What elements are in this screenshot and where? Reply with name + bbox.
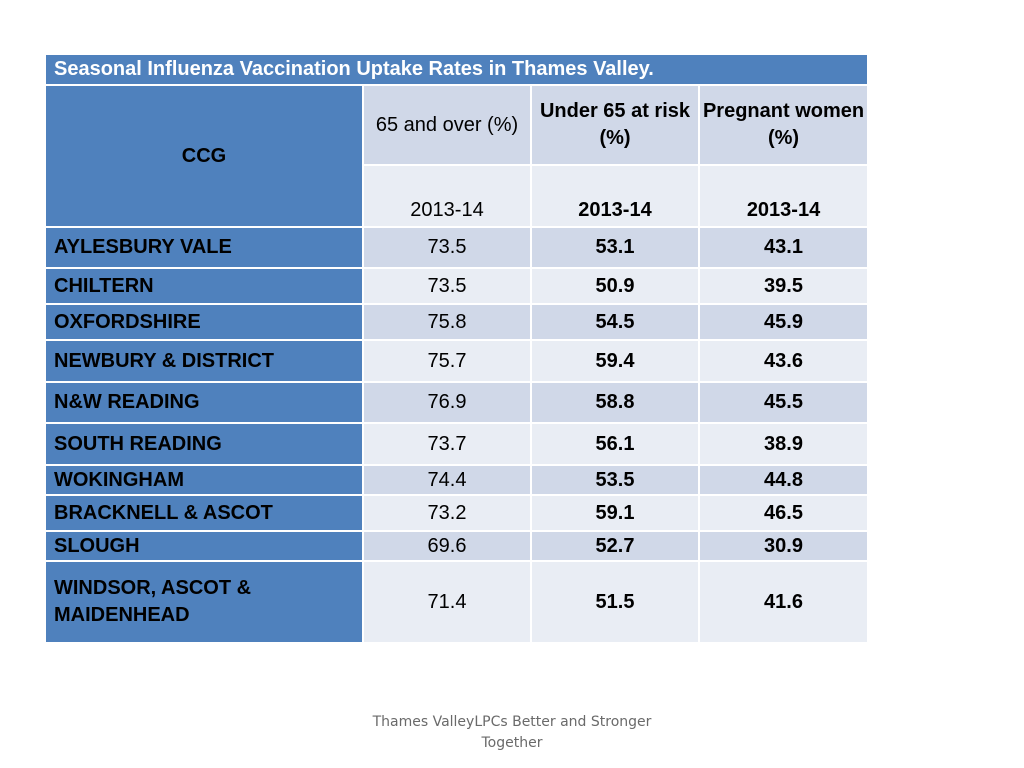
table-row: NEWBURY & DISTRICT 75.7 59.4 43.6: [44, 339, 870, 383]
table-row: AYLESBURY VALE 73.5 53.1 43.1: [44, 226, 870, 269]
value-65-and-over: 73.5: [362, 226, 532, 269]
value-under-65-at-risk: 56.1: [530, 422, 700, 466]
value-pregnant-women: 43.6: [697, 339, 870, 383]
table-row: SLOUGH 69.6 52.7 30.9: [44, 530, 870, 562]
value-under-65-at-risk: 59.1: [530, 494, 700, 532]
header-row: CCG 65 and over (%) Under 65 at risk (%)…: [44, 84, 870, 228]
column-header-under-65-at-risk: Under 65 at risk (%): [530, 84, 700, 166]
table-row: N&W READING 76.9 58.8 45.5: [44, 381, 870, 424]
table-row: CHILTERN 73.5 50.9 39.5: [44, 267, 870, 305]
value-pregnant-women: 46.5: [697, 494, 870, 532]
value-under-65-at-risk: 52.7: [530, 530, 700, 562]
value-65-and-over: 73.7: [362, 422, 532, 466]
ccg-name-cell: BRACKNELL & ASCOT: [44, 494, 364, 532]
ccg-name-cell: SOUTH READING: [44, 422, 364, 466]
value-under-65-at-risk: 50.9: [530, 267, 700, 305]
year-header-65-and-over: 2013-14: [362, 164, 532, 228]
footer-text: Thames ValleyLPCs Better and Stronger To…: [372, 714, 652, 751]
value-under-65-at-risk: 53.5: [530, 464, 700, 496]
value-under-65-at-risk: 54.5: [530, 303, 700, 341]
value-65-and-over: 76.9: [362, 381, 532, 424]
value-65-and-over: 74.4: [362, 464, 532, 496]
value-65-and-over: 73.2: [362, 494, 532, 532]
value-65-and-over: 75.7: [362, 339, 532, 383]
value-pregnant-women: 39.5: [697, 267, 870, 305]
ccg-name-cell: OXFORDSHIRE: [44, 303, 364, 341]
value-pregnant-women: 45.9: [697, 303, 870, 341]
table-row: WOKINGHAM 74.4 53.5 44.8: [44, 464, 870, 496]
year-header-under-65-at-risk: 2013-14: [530, 164, 700, 228]
ccg-name-cell: N&W READING: [44, 381, 364, 424]
table-title: Seasonal Influenza Vaccination Uptake Ra…: [43, 53, 870, 86]
table-row: SOUTH READING 73.7 56.1 38.9: [44, 422, 870, 466]
table-body: AYLESBURY VALE 73.5 53.1 43.1 CHILTERN 73.5 50…: [44, 226, 870, 644]
column-header-pregnant-women: Pregnant women (%): [697, 84, 870, 166]
ccg-name-cell: SLOUGH: [44, 530, 364, 562]
value-under-65-at-risk: 51.5: [530, 560, 700, 644]
table-row: WINDSOR, ASCOT & MAIDENHEAD 71.4 51.5 41.6: [44, 560, 870, 644]
table-row: BRACKNELL & ASCOT 73.2 59.1 46.5: [44, 494, 870, 532]
title-row: Seasonal Influenza Vaccination Uptake Ra…: [43, 53, 870, 86]
value-under-65-at-risk: 53.1: [530, 226, 700, 269]
value-pregnant-women: 30.9: [697, 530, 870, 562]
value-65-and-over: 71.4: [362, 560, 532, 644]
year-header-pregnant-women: 2013-14: [697, 164, 870, 228]
value-65-and-over: 73.5: [362, 267, 532, 305]
ccg-name-cell: AYLESBURY VALE: [44, 226, 364, 269]
value-65-and-over: 69.6: [362, 530, 532, 562]
value-under-65-at-risk: 58.8: [530, 381, 700, 424]
value-pregnant-women: 43.1: [697, 226, 870, 269]
value-under-65-at-risk: 59.4: [530, 339, 700, 383]
value-pregnant-women: 45.5: [697, 381, 870, 424]
ccg-name-cell: WOKINGHAM: [44, 464, 364, 496]
ccg-column-header: CCG: [44, 84, 364, 228]
table-row: OXFORDSHIRE 75.8 54.5 45.9: [44, 303, 870, 341]
value-65-and-over: 75.8: [362, 303, 532, 341]
ccg-name-cell: CHILTERN: [44, 267, 364, 305]
year-row: 2013-14 2013-14 2013-14: [45, 164, 870, 228]
ccg-name-cell: WINDSOR, ASCOT & MAIDENHEAD: [44, 560, 364, 644]
ccg-name-cell: NEWBURY & DISTRICT: [44, 339, 364, 383]
value-pregnant-women: 38.9: [697, 422, 870, 466]
vaccination-table: Seasonal Influenza Vaccination Uptake Ra…: [43, 53, 870, 644]
column-header-65-and-over: 65 and over (%): [362, 84, 532, 166]
value-pregnant-women: 44.8: [697, 464, 870, 496]
value-pregnant-women: 41.6: [697, 560, 870, 644]
